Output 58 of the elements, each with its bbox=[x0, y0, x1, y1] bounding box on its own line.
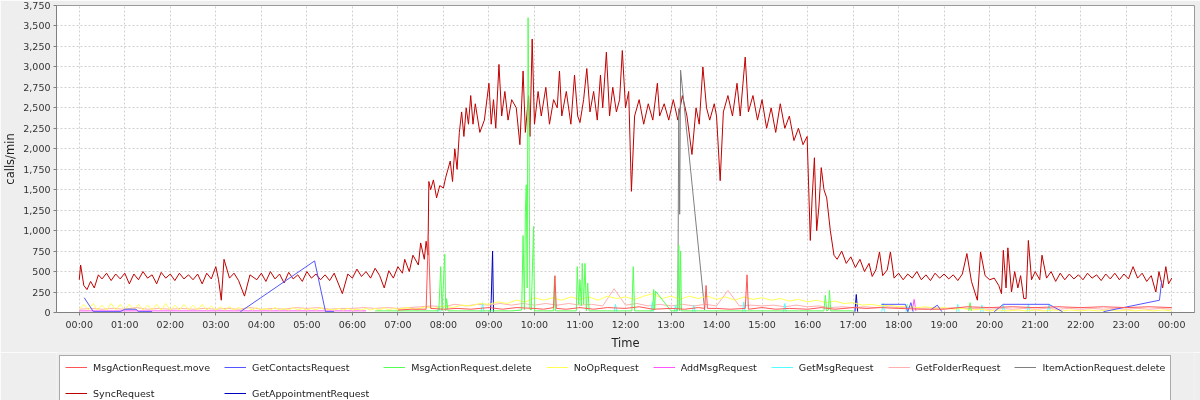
x-tick-label: 03:00 bbox=[202, 318, 230, 330]
y-tick-label: 2,250 bbox=[23, 122, 51, 134]
line-series bbox=[78, 288, 1173, 310]
legend-label: GetMsgRequest bbox=[798, 361, 874, 373]
x-tick-label: 23:00 bbox=[1112, 318, 1140, 330]
y-tick-label: 1,000 bbox=[23, 225, 51, 237]
line-series bbox=[78, 293, 1173, 312]
y-tick-label: 2,000 bbox=[23, 143, 51, 155]
x-tick-label: 07:00 bbox=[384, 318, 412, 330]
legend-label: GetContactsRequest bbox=[252, 361, 350, 373]
x-tick-label: 09:00 bbox=[475, 318, 503, 330]
y-tick-label: 3,000 bbox=[23, 61, 51, 73]
legend-label: MsgActionRequest.delete bbox=[411, 361, 532, 373]
x-axis-title: Time bbox=[610, 335, 640, 350]
x-tick-label: 10:00 bbox=[520, 318, 549, 330]
legend-label: NoOpRequest bbox=[573, 361, 639, 373]
line-series bbox=[78, 38, 1173, 301]
y-axis-title: calls/min bbox=[3, 133, 18, 185]
x-tick-label: 06:00 bbox=[338, 318, 367, 330]
y-tick-label: 250 bbox=[32, 286, 51, 298]
y-tick-label: 3,500 bbox=[23, 20, 51, 32]
y-tick-label: 0 bbox=[44, 307, 51, 318]
x-tick-label: 08:00 bbox=[429, 318, 458, 330]
line-series bbox=[397, 234, 1173, 311]
x-tick-label: 22:00 bbox=[1067, 318, 1095, 330]
x-tick-label: 18:00 bbox=[884, 318, 913, 330]
x-tick-label: 04:00 bbox=[247, 318, 276, 330]
x-tick-label: 02:00 bbox=[156, 318, 184, 330]
y-tick-label: 1,500 bbox=[23, 184, 51, 196]
y-tick-label: 750 bbox=[32, 245, 51, 257]
y-tick-label: 3,750 bbox=[23, 0, 51, 11]
y-tick-label: 2,750 bbox=[23, 81, 51, 93]
legend-label: MsgActionRequest.move bbox=[93, 361, 211, 373]
legend-label: AddMsgRequest bbox=[680, 361, 757, 373]
y-tick-label: 500 bbox=[32, 266, 51, 278]
x-tick-label: 12:00 bbox=[611, 318, 640, 330]
x-tick-label: 19:00 bbox=[930, 318, 958, 330]
y-tick-label: 2,500 bbox=[23, 102, 51, 114]
y-tick-label: 1,250 bbox=[23, 204, 51, 216]
x-tick-label: 17:00 bbox=[839, 318, 867, 330]
x-tick-label: 21:00 bbox=[1021, 318, 1049, 330]
x-tick-label: 14:00 bbox=[702, 318, 731, 330]
x-tick-label: 05:00 bbox=[293, 318, 321, 330]
line-series bbox=[677, 69, 706, 311]
x-tick-label: 00:00 bbox=[65, 318, 93, 330]
x-tick-label: 00:00 bbox=[1158, 318, 1186, 330]
x-tick-label: 01:00 bbox=[111, 318, 139, 330]
x-tick-label: 15:00 bbox=[748, 318, 776, 330]
legend-label: ItemActionRequest.delete bbox=[1042, 361, 1166, 373]
legend-label: GetFolderRequest bbox=[915, 361, 1001, 373]
x-tick-label: 20:00 bbox=[975, 318, 1004, 330]
legend-label: SyncRequest bbox=[93, 387, 155, 399]
y-tick-label: 3,250 bbox=[23, 40, 51, 52]
legend-label: GetAppointmentRequest bbox=[252, 387, 370, 399]
x-tick-label: 11:00 bbox=[566, 318, 594, 330]
x-tick-label: 16:00 bbox=[793, 318, 822, 330]
y-tick-label: 1,750 bbox=[23, 163, 51, 175]
x-tick-label: 13:00 bbox=[657, 318, 685, 330]
